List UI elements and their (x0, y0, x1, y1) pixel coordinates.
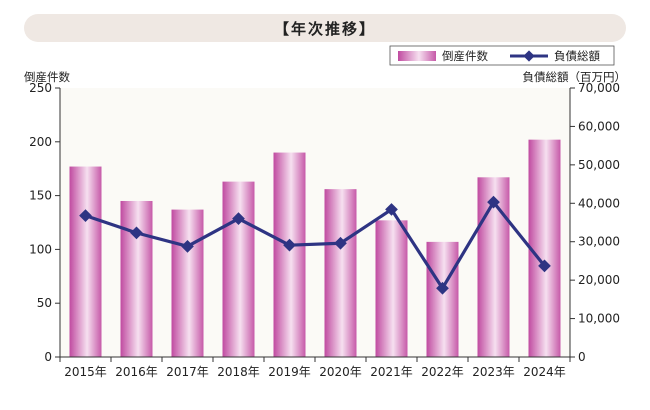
axes: 0 50 100 150 200 250 0 10,000 20,000 30,000 40,000… (29, 81, 620, 379)
line-point (79, 209, 92, 222)
right-axis-label: 負債総額（百万円） (523, 70, 627, 84)
line-point (130, 226, 143, 240)
right-tick-label: 60,000 (578, 119, 620, 133)
legend-box (389, 45, 615, 66)
chart-title: 【年次推移】 (273, 19, 376, 38)
chart-title-banner: 【年次推移】 (24, 14, 626, 42)
x-tick-label: 2023年 (472, 365, 515, 379)
left-tick-label: 250 (29, 81, 52, 95)
bar (273, 152, 306, 357)
x-tick-label: 2021年 (370, 365, 413, 379)
left-axis-label: 倒産件数 (24, 70, 70, 84)
x-tick-label: 2019年 (268, 365, 311, 379)
bar (222, 181, 255, 357)
left-tick-label: 150 (29, 189, 52, 203)
x-tick-label: 2024年 (523, 365, 566, 379)
legend: 倒産件数 負債総額 (389, 45, 615, 66)
right-tick-label: 20,000 (578, 273, 620, 287)
line-point (334, 236, 347, 250)
x-tick-label: 2020年 (319, 365, 362, 379)
bar (375, 220, 408, 357)
right-tick-label: 0 (578, 350, 586, 364)
legend-line-marker (523, 50, 535, 62)
x-tick-label: 2016年 (115, 365, 158, 379)
line-point (283, 238, 296, 252)
right-tick-label: 30,000 (578, 235, 620, 249)
legend-bar-swatch (398, 51, 436, 61)
right-tick-label: 50,000 (578, 158, 620, 172)
line-point (181, 239, 194, 253)
right-tick-label: 40,000 (578, 196, 620, 210)
line-point (436, 281, 449, 295)
left-tick-label: 0 (44, 350, 52, 364)
x-tick-label: 2015年 (64, 365, 107, 379)
bar-series (69, 139, 561, 357)
legend-line-label: 負債総額 (554, 49, 600, 63)
right-tick-label: 10,000 (578, 312, 620, 326)
line-point (487, 195, 500, 209)
right-tick-label: 70,000 (578, 81, 620, 95)
bar (426, 241, 459, 357)
x-tick-label: 2018年 (217, 365, 260, 379)
x-tick-label: 2022年 (421, 365, 464, 379)
debt-line (84, 200, 546, 290)
bar (120, 200, 153, 357)
bar (69, 166, 102, 357)
line-point (232, 212, 245, 226)
bar (324, 189, 357, 357)
x-tick-label: 2017年 (166, 365, 209, 379)
legend-bar-label: 倒産件数 (442, 49, 488, 63)
line-point (385, 203, 398, 216)
left-tick-label: 50 (37, 296, 52, 310)
left-tick-label: 100 (29, 242, 52, 256)
line-series (79, 195, 551, 295)
bar (528, 139, 561, 357)
left-tick-label: 200 (29, 135, 52, 149)
bar (171, 209, 204, 357)
